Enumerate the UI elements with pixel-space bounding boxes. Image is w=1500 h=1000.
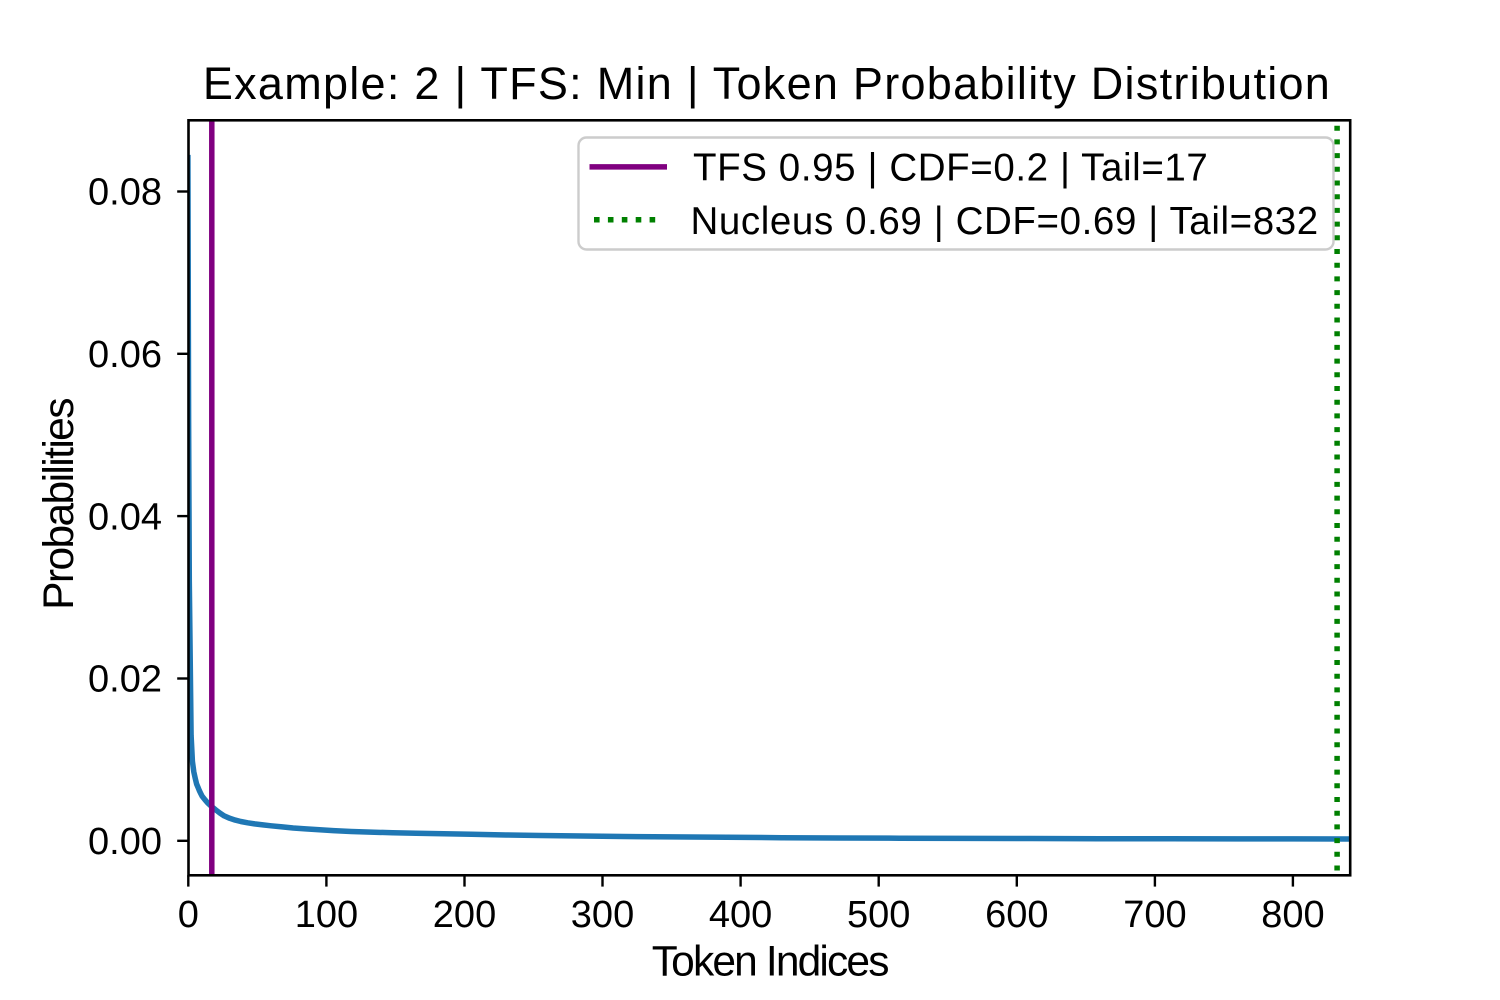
svg-text:TFS 0.95 | CDF=0.2 | Tail=17: TFS 0.95 | CDF=0.2 | Tail=17 — [693, 147, 1208, 190]
svg-text:0.00: 0.00 — [88, 821, 162, 863]
svg-text:200: 200 — [433, 894, 496, 936]
svg-text:300: 300 — [571, 894, 634, 936]
svg-text:500: 500 — [847, 894, 910, 936]
svg-text:Probabilities: Probabilities — [36, 399, 83, 610]
svg-text:600: 600 — [985, 894, 1048, 936]
svg-text:0.02: 0.02 — [88, 659, 162, 701]
svg-text:700: 700 — [1123, 894, 1186, 936]
svg-text:400: 400 — [709, 894, 772, 936]
svg-text:100: 100 — [295, 894, 358, 936]
svg-text:0: 0 — [178, 894, 199, 936]
svg-text:800: 800 — [1261, 894, 1324, 936]
svg-text:0.04: 0.04 — [88, 496, 162, 538]
svg-text:0.06: 0.06 — [88, 334, 162, 376]
svg-text:Example: 2 | TFS: Min | Token: Example: 2 | TFS: Min | Token Probabilit… — [203, 58, 1331, 109]
svg-text:Token Indices: Token Indices — [652, 939, 888, 986]
svg-text:0.08: 0.08 — [88, 172, 162, 214]
svg-text:Nucleus 0.69 | CDF=0.69 | Tail: Nucleus 0.69 | CDF=0.69 | Tail=832 — [691, 200, 1319, 243]
